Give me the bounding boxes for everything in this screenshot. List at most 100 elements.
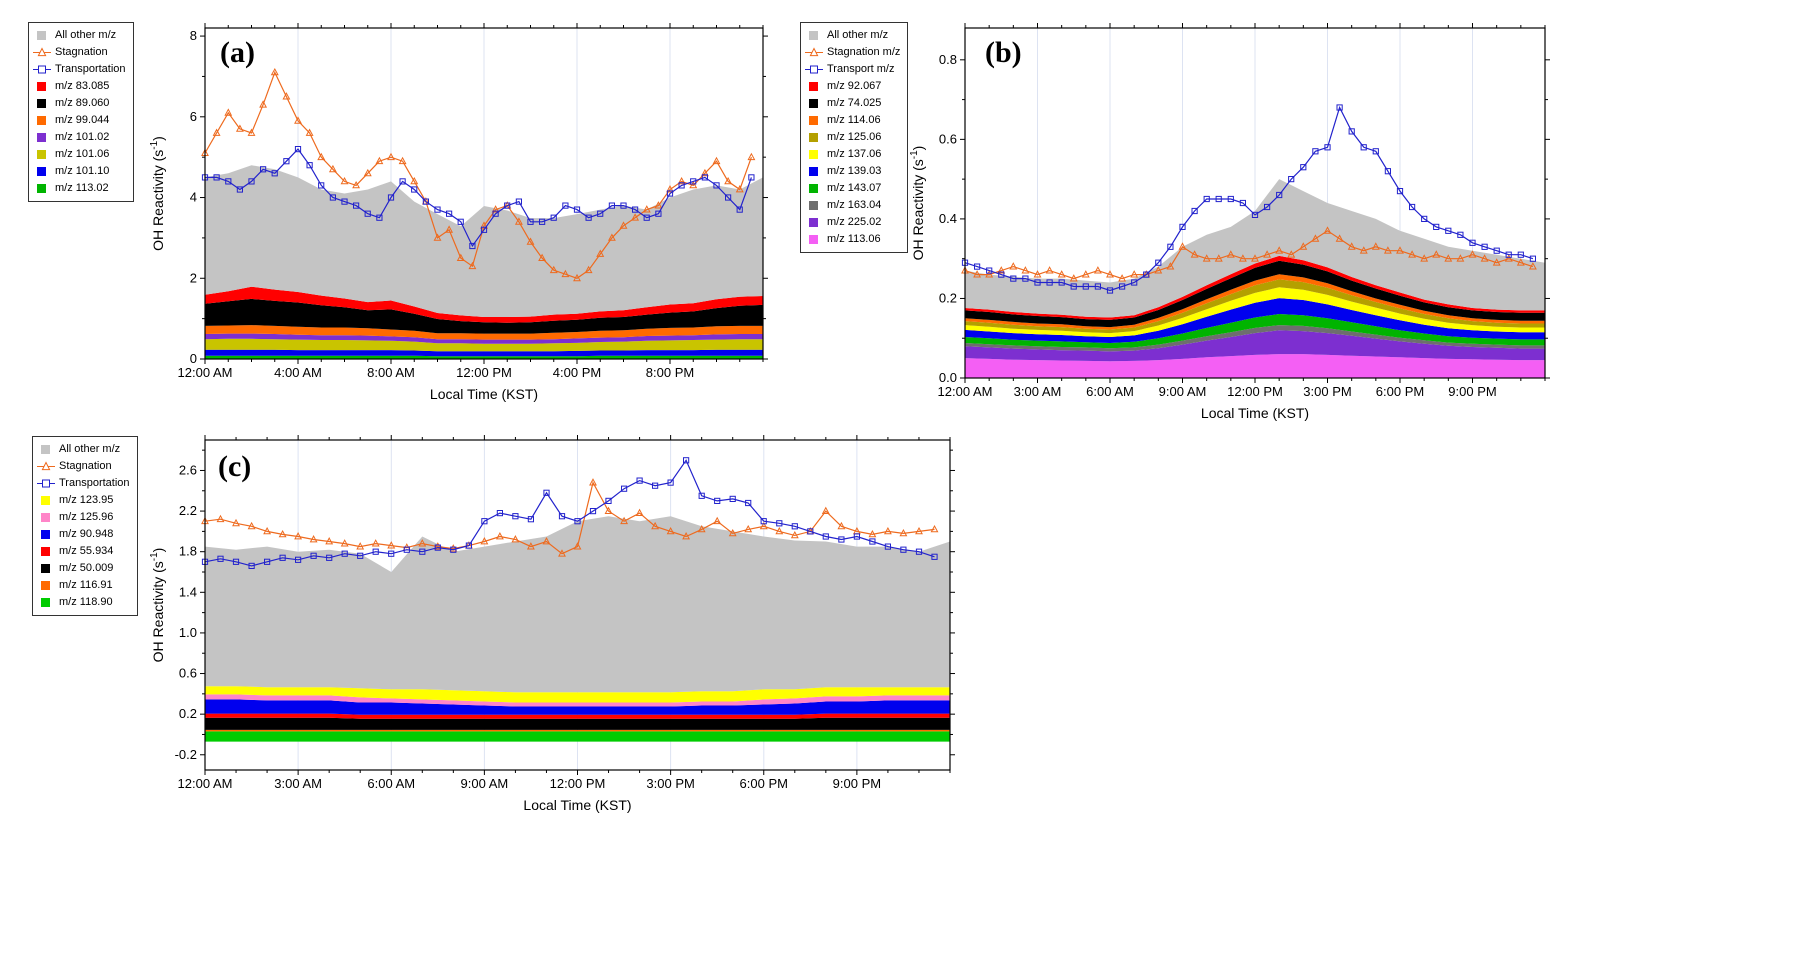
stack-area-m/z 99.044 (205, 325, 763, 340)
square-marker-icon (364, 210, 371, 217)
triangle-marker-icon (930, 524, 939, 533)
triangle-marker-icon (596, 249, 605, 257)
y-tick-label: 2.2 (179, 503, 197, 518)
x-tick-label: 8:00 AM (367, 365, 415, 380)
square-marker-icon (729, 495, 736, 503)
legend-item: m/z 137.06 (805, 146, 900, 163)
legend-item: Stagnation (37, 458, 130, 475)
square-marker-icon (248, 562, 255, 570)
legend-label: m/z 101.10 (55, 165, 110, 177)
legend-item: m/z 50.009 (37, 560, 130, 577)
x-tick-label: 6:00 PM (1376, 384, 1424, 399)
square-marker-icon (667, 479, 674, 486)
triangle-marker-icon (387, 152, 395, 161)
triangle-marker-icon (728, 528, 737, 537)
square-marker-icon (1409, 203, 1416, 211)
square-marker-icon (411, 186, 418, 193)
legend-label: m/z 113.06 (827, 233, 881, 245)
square-marker-icon (326, 554, 333, 561)
legend-c: All other m/z Stagnation Transportation m/z… (32, 436, 138, 616)
legend-fill-swatch (37, 150, 46, 159)
stack-area-m/z 125.96 (205, 694, 950, 707)
legend-fill-swatch (41, 513, 50, 522)
triangle-marker-icon (212, 128, 221, 136)
legend-label: m/z 92.067 (827, 80, 882, 92)
square-marker-icon (1481, 243, 1488, 250)
square-marker-icon (481, 518, 488, 525)
triangle-marker-icon (1263, 250, 1272, 258)
triangle-marker-icon (514, 217, 523, 225)
square-marker-icon (748, 174, 755, 181)
square-marker-icon (1384, 168, 1391, 175)
square-marker-icon (1034, 279, 1041, 286)
legend-fill-swatch (809, 116, 818, 125)
triangle-marker-icon (232, 518, 240, 527)
triangle-marker-icon (1190, 250, 1199, 258)
y-tick-label: 0.2 (939, 290, 957, 305)
triangle-marker-icon (328, 164, 337, 173)
triangle-marker-icon (538, 253, 547, 261)
legend-label: m/z 118.90 (59, 596, 113, 608)
triangle-marker-icon (1021, 266, 1030, 274)
triangle-marker-icon (558, 549, 566, 557)
square-marker-icon (550, 214, 557, 221)
square-marker-icon (1360, 144, 1367, 151)
triangle-marker-icon (735, 185, 744, 193)
y-tick-label: 0.0 (939, 370, 957, 385)
square-marker-icon (698, 492, 705, 499)
legend-fill-swatch (809, 167, 818, 176)
legend-item: m/z 163.04 (805, 197, 900, 214)
triangle-marker-icon (883, 526, 892, 535)
legend-item: Stagnation m/z (805, 44, 900, 61)
x-tick-label: 12:00 AM (178, 776, 233, 791)
legend-fill-swatch (41, 581, 50, 590)
y-tick-label: 2.6 (179, 462, 197, 477)
legend-item: All other m/z (37, 441, 130, 458)
triangle-marker-icon (631, 213, 640, 221)
triangle-marker-icon (619, 221, 628, 229)
chart-panel-b: 12:00 AM 3:00 AM 6:00 AM 9:00 AM 12:00 PM 3:0… (909, 23, 1550, 421)
legend-item: m/z 143.07 (805, 180, 900, 197)
legend-label: m/z 125.06 (827, 131, 882, 143)
triangle-marker-icon (263, 526, 272, 535)
stack-area-m/z 101.10 (205, 349, 763, 357)
legend-label: m/z 83.085 (55, 80, 110, 92)
legend-item: m/z 83.085 (33, 78, 126, 95)
triangle-marker-icon (259, 100, 268, 108)
square-marker-icon (469, 242, 476, 250)
legend-label: m/z 225.02 (827, 216, 882, 228)
x-tick-label: 12:00 PM (550, 776, 606, 791)
square-marker-icon (225, 178, 232, 185)
triangle-marker-icon (1420, 254, 1429, 262)
square-marker-icon (974, 263, 981, 270)
triangle-marker-icon (1456, 254, 1465, 262)
square-marker-icon (357, 552, 364, 559)
square-marker-icon (1215, 195, 1222, 203)
stack-area-m/z 137.06 (965, 287, 1545, 337)
square-marker-icon (589, 508, 597, 515)
square-marker-icon (1179, 223, 1186, 231)
triangle-marker-icon (1359, 246, 1368, 254)
square-marker-icon (1046, 279, 1053, 286)
triangle-marker-icon (480, 221, 488, 229)
stack-area-m/z 118.90 (205, 731, 950, 742)
stack-area-m/z 113.06 (965, 354, 1545, 378)
triangle-marker-icon (433, 542, 442, 550)
legend-fill-swatch (809, 133, 818, 142)
square-marker-icon (915, 548, 923, 555)
triangle-marker-icon (790, 530, 799, 539)
legend-item: m/z 101.02 (33, 129, 126, 146)
legend-label: Stagnation (59, 460, 112, 472)
triangle-marker-icon (309, 535, 318, 543)
triangle-marker-icon (480, 537, 489, 545)
legend-label: All other m/z (827, 29, 889, 41)
legend-label: m/z 101.06 (55, 148, 110, 160)
x-tick-label: 3:00 AM (274, 776, 322, 791)
x-tick-label: 6:00 AM (1086, 384, 1134, 399)
square-marker-icon (515, 198, 522, 205)
triangle-marker-icon (410, 176, 419, 185)
triangle-marker-icon (542, 537, 551, 545)
square-marker-icon (884, 543, 891, 550)
square-marker-icon (900, 546, 907, 553)
square-marker-icon (1119, 283, 1126, 290)
